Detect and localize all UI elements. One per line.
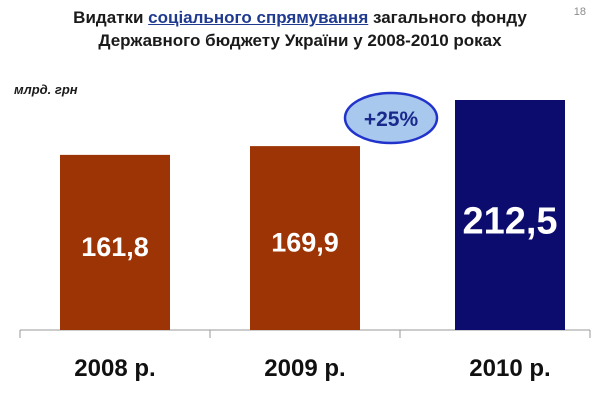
x-tick-label: 2010 р. bbox=[469, 355, 550, 382]
growth-badge bbox=[343, 91, 439, 145]
bar-2 bbox=[250, 146, 360, 330]
slide-number: 18 bbox=[573, 6, 586, 18]
title-line-2: Державного бюджету України у 2008-2010 р… bbox=[98, 31, 502, 50]
bar-value-label: 212,5 bbox=[462, 201, 557, 243]
title-part-2: загального фонду bbox=[368, 8, 527, 27]
bar-value-label: 161,8 bbox=[81, 232, 149, 262]
title-line-1: Видатки соціального спрямування загально… bbox=[40, 6, 560, 29]
y-axis-unit-label: млрд. грн bbox=[14, 82, 78, 97]
x-tick-label: 2009 р. bbox=[264, 355, 345, 382]
slide-title: Видатки соціального спрямування загально… bbox=[40, 6, 560, 52]
growth-badge-label: +25% bbox=[364, 108, 419, 131]
title-highlight: соціального спрямування bbox=[148, 8, 369, 27]
x-tick-label: 2008 р. bbox=[74, 355, 155, 382]
bar-1 bbox=[60, 154, 170, 330]
title-part-1: Видатки bbox=[73, 8, 149, 27]
bar-value-label: 169,9 bbox=[271, 228, 339, 258]
bar-3 bbox=[455, 100, 565, 330]
